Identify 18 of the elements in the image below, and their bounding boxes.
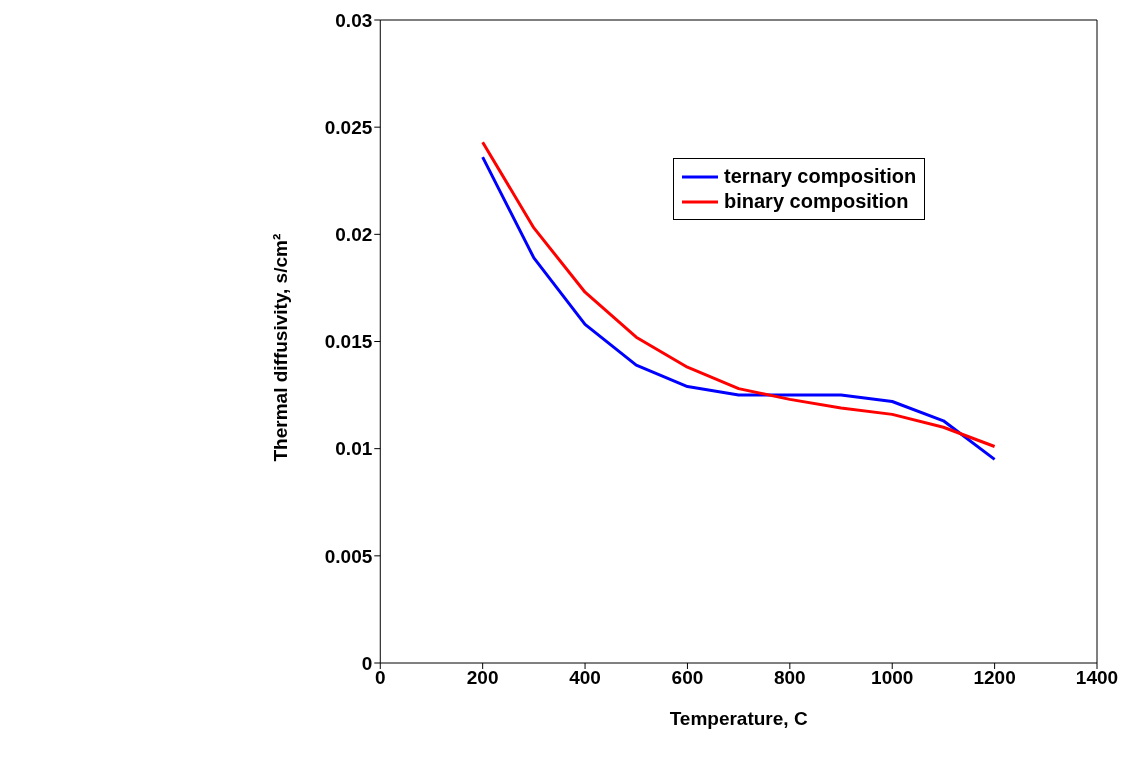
x-tick-label: 800 <box>773 667 806 689</box>
x-tick-label: 600 <box>671 667 704 689</box>
y-tick-label: 0 <box>361 652 373 674</box>
x-axis-title: Temperature, C <box>669 708 808 729</box>
x-tick-label: 1400 <box>1075 667 1119 689</box>
x-tick-label: 200 <box>466 667 499 689</box>
x-tick-label: 1000 <box>871 667 914 689</box>
y-tick-label: 0.015 <box>324 331 373 353</box>
y-tick-label: 0.02 <box>335 224 373 246</box>
y-tick-label: 0.025 <box>324 116 373 138</box>
y-tick-label: 0.005 <box>324 545 373 567</box>
y-tick-label: 0.01 <box>335 438 373 460</box>
legend-label: ternary composition <box>724 165 917 188</box>
x-tick-label: 400 <box>569 667 601 689</box>
legend-label: binary composition <box>724 190 909 213</box>
x-tick-label: 1200 <box>973 667 1016 689</box>
y-tick-label: 0.03 <box>335 9 373 31</box>
y-axis-title: Thermal diffusivity, s/cm² <box>270 233 292 462</box>
